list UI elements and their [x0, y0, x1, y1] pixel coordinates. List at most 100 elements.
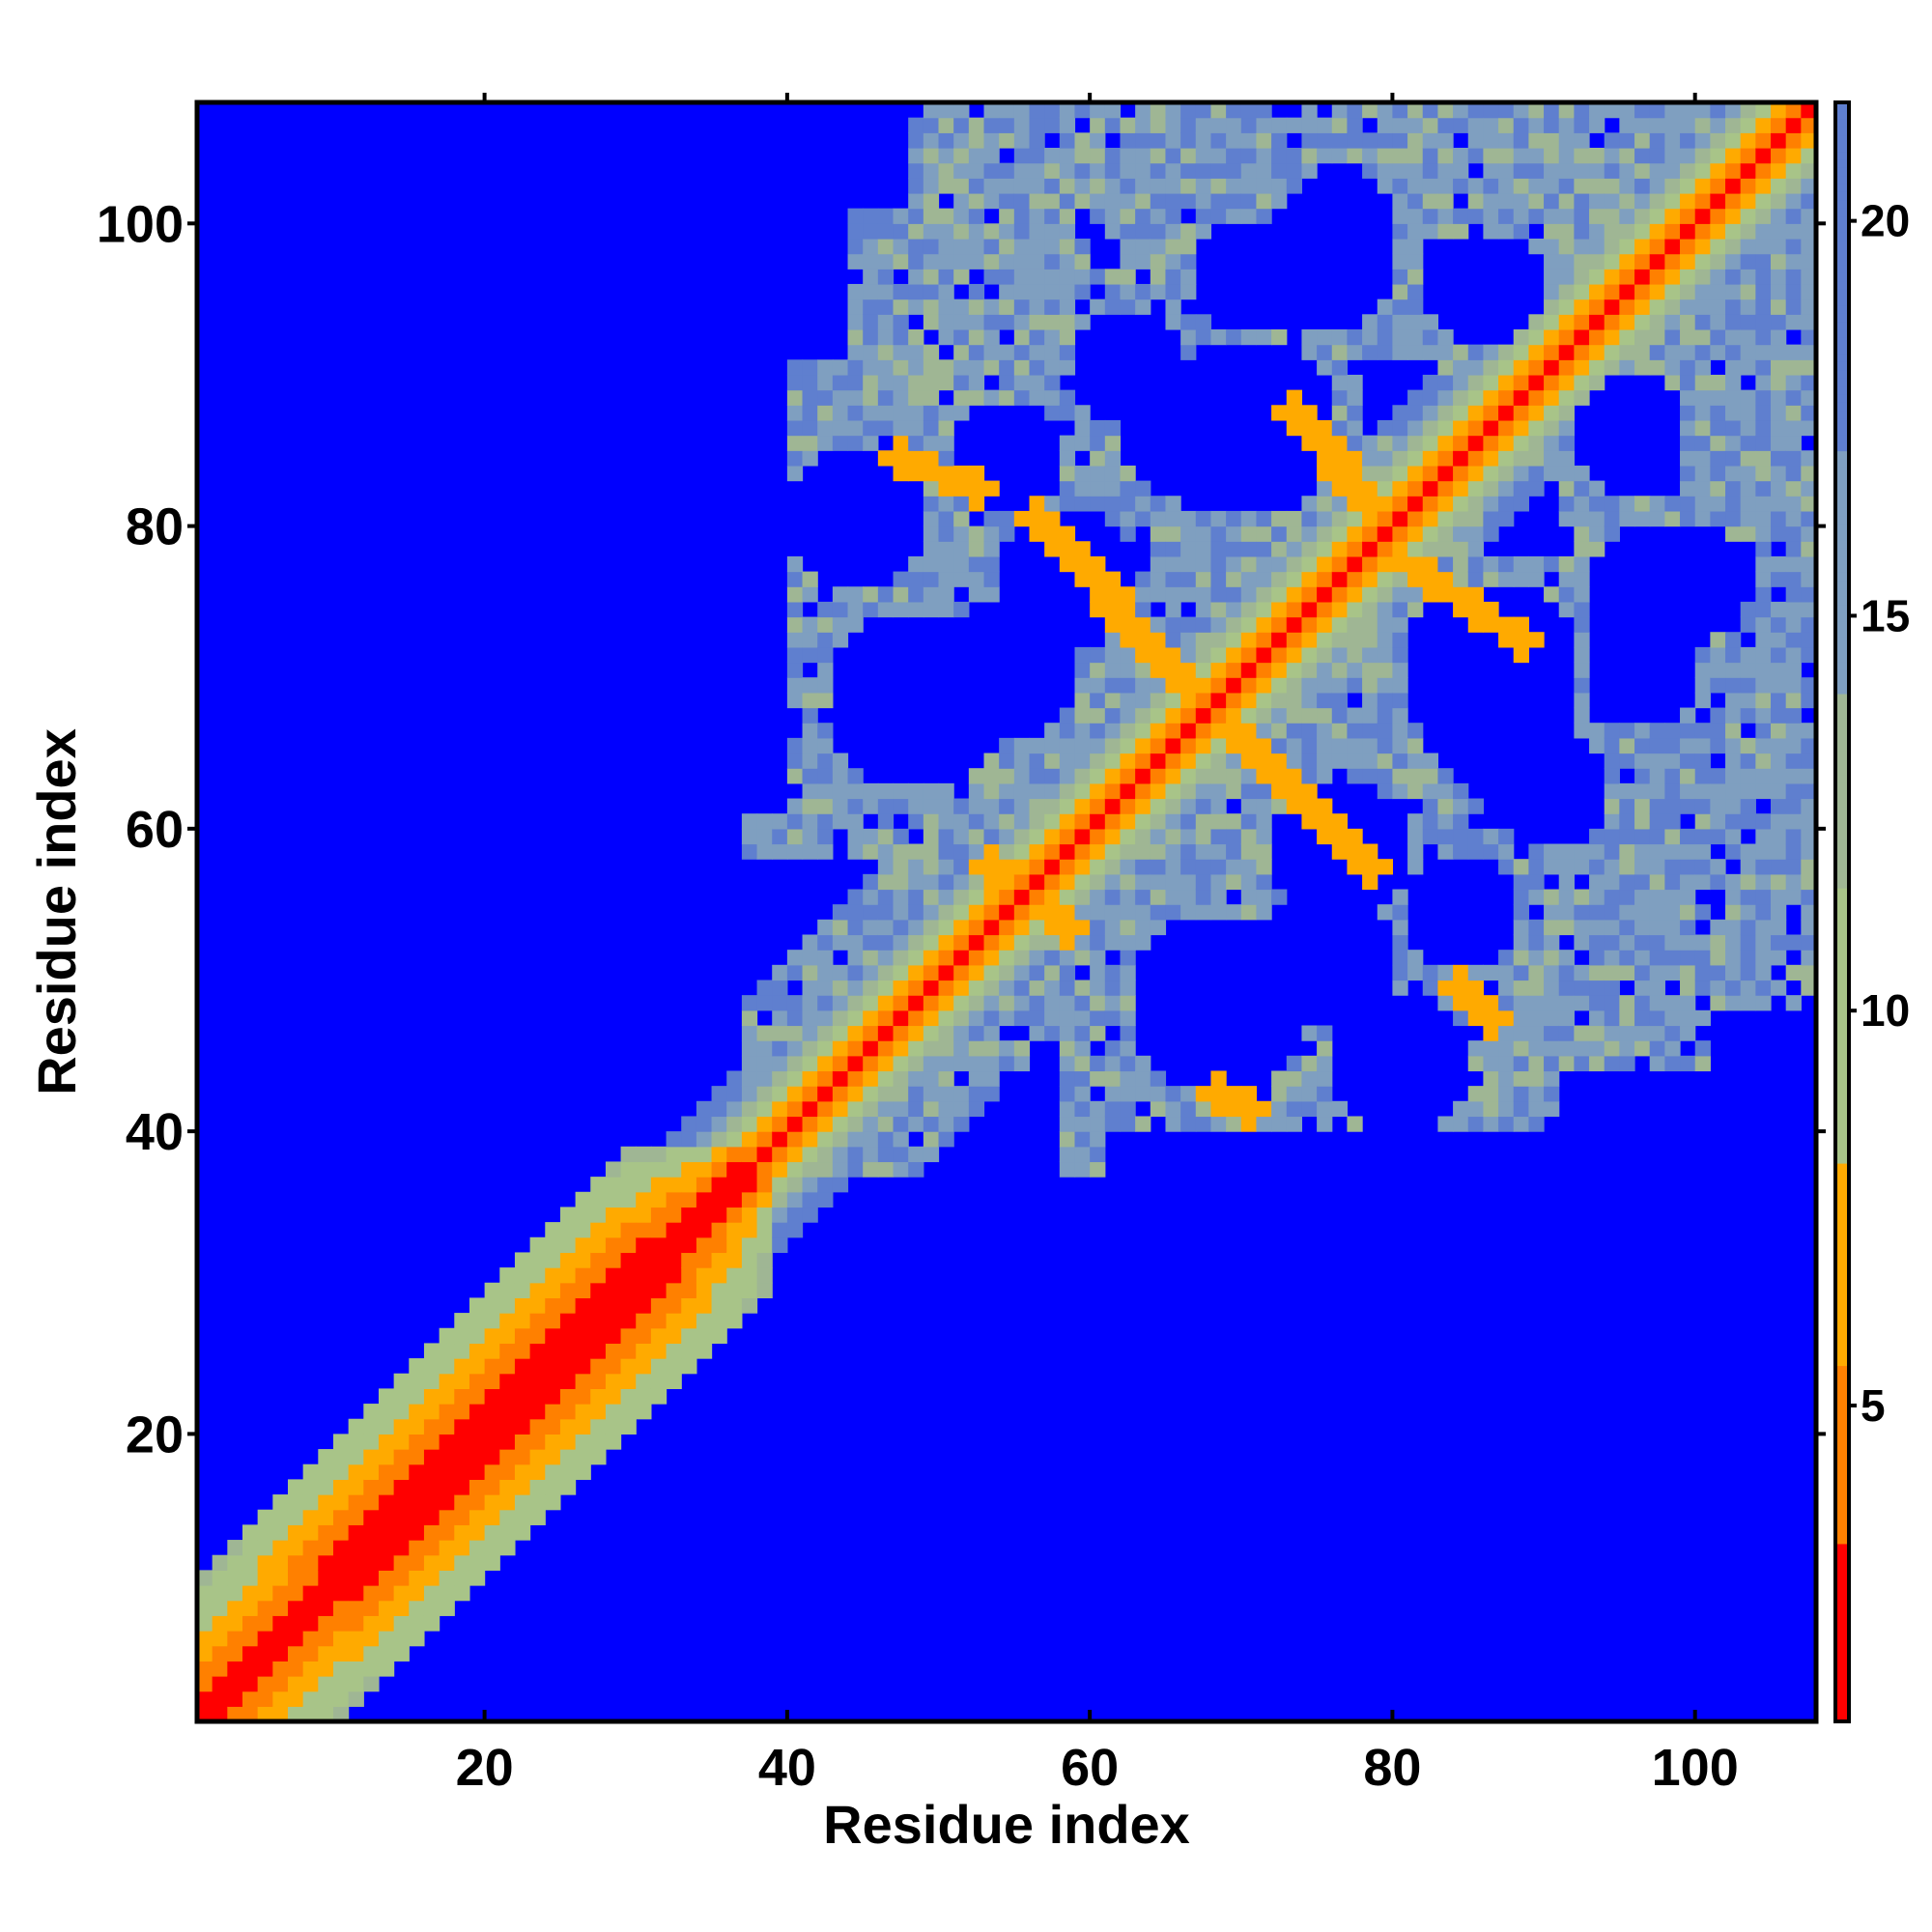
heatmap-cell: [1574, 859, 1590, 875]
heatmap-cell: [817, 934, 834, 951]
heatmap-cell: [1498, 1116, 1515, 1132]
heatmap-cell: [439, 1524, 455, 1541]
heatmap-cell: [1226, 1086, 1242, 1102]
heatmap-cell: [242, 1676, 259, 1692]
heatmap-cell: [484, 1313, 500, 1329]
heatmap-cell: [1226, 1116, 1242, 1132]
heatmap-cell: [1059, 964, 1076, 981]
heatmap-cell: [1044, 950, 1061, 966]
heatmap-cell: [1801, 586, 1817, 603]
heatmap-cell: [1120, 753, 1136, 769]
heatmap-cell: [545, 1479, 561, 1495]
heatmap-cell: [559, 1252, 577, 1268]
heatmap-cell: [499, 1388, 516, 1405]
heatmap-cell: [1013, 178, 1031, 194]
heatmap-cell: [590, 1267, 607, 1284]
heatmap-cell: [1377, 904, 1394, 921]
heatmap-cell: [999, 843, 1015, 860]
heatmap-cell: [1195, 859, 1212, 875]
heatmap-cell: [242, 1585, 259, 1602]
heatmap-cell: [1392, 208, 1408, 224]
heatmap-cell: [1634, 298, 1651, 315]
heatmap-cell: [575, 1191, 591, 1208]
heatmap-cell: [1740, 162, 1756, 179]
heatmap-cell: [817, 919, 834, 936]
heatmap-cell: [953, 117, 970, 133]
heatmap-cell: [1801, 223, 1817, 240]
heatmap-cell: [877, 1116, 895, 1132]
heatmap-cell: [559, 1327, 577, 1345]
heatmap-cell: [1740, 646, 1756, 664]
heatmap-cell: [1801, 980, 1817, 996]
heatmap-cell: [318, 1645, 334, 1662]
heatmap-cell: [877, 1086, 895, 1102]
heatmap-cell: [1558, 480, 1575, 497]
heatmap-cell: [257, 1661, 273, 1677]
heatmap-cell: [514, 1434, 531, 1450]
heatmap-cell: [1483, 843, 1499, 860]
heatmap-cell: [197, 1676, 213, 1692]
heatmap-cell: [1013, 950, 1031, 966]
heatmap-cell: [1528, 1055, 1545, 1072]
heatmap-cell: [1558, 132, 1575, 149]
heatmap-cell: [1634, 359, 1651, 376]
heatmap-cell: [953, 344, 970, 360]
heatmap-cell: [908, 601, 924, 618]
heatmap-cell: [1467, 616, 1484, 633]
heatmap-cell: [1029, 298, 1045, 315]
heatmap-cell: [1286, 768, 1303, 784]
heatmap-cell: [1710, 253, 1726, 270]
heatmap-cell: [1771, 904, 1787, 921]
heatmap-cell: [863, 283, 879, 300]
heatmap-cell: [1195, 526, 1212, 542]
heatmap-cell: [1256, 1116, 1272, 1132]
heatmap-cell: [1150, 510, 1167, 527]
heatmap-cell: [1256, 616, 1272, 633]
heatmap-cell: [1362, 435, 1378, 451]
heatmap-cell: [893, 253, 909, 270]
heatmap-cell: [212, 1600, 228, 1616]
heatmap-cell: [756, 995, 773, 1011]
heatmap-cell: [1256, 859, 1272, 875]
heatmap-cell: [786, 677, 804, 694]
heatmap-cell: [1165, 496, 1181, 512]
heatmap-cell: [1090, 798, 1106, 814]
colorbar-segment: [1835, 1430, 1849, 1439]
heatmap-cell: [1467, 1100, 1484, 1118]
heatmap-cell: [1256, 904, 1272, 921]
heatmap-cell: [1150, 192, 1167, 210]
heatmap-cell: [1483, 374, 1499, 391]
heatmap-cell: [393, 1479, 410, 1495]
heatmap-cell: [454, 1554, 470, 1571]
heatmap-cell: [1256, 692, 1272, 709]
heatmap-cell: [318, 1661, 334, 1677]
heatmap-cell: [1044, 510, 1061, 527]
heatmap-cell: [1120, 707, 1136, 724]
heatmap-cell: [1180, 238, 1197, 255]
heatmap-cell: [772, 1207, 788, 1223]
heatmap-cell: [726, 1177, 743, 1193]
heatmap-cell: [650, 1177, 668, 1193]
heatmap-cell: [1362, 859, 1378, 875]
heatmap-cell: [1104, 147, 1122, 164]
heatmap-cell: [409, 1494, 425, 1511]
heatmap-cell: [847, 389, 864, 406]
heatmap-cell: [953, 995, 970, 1011]
heatmap-cell: [575, 1313, 591, 1329]
heatmap-cell: [1437, 208, 1454, 224]
heatmap-cell: [439, 1449, 455, 1465]
heatmap-cell: [953, 147, 970, 164]
heatmap-cell: [1437, 571, 1454, 587]
heatmap-cell: [1574, 571, 1590, 587]
heatmap-cell: [1317, 646, 1333, 664]
heatmap-cell: [1029, 934, 1045, 951]
heatmap-cell: [1771, 419, 1787, 437]
heatmap-cell: [1634, 162, 1651, 179]
heatmap-cell: [1498, 223, 1515, 240]
heatmap-cell: [1165, 238, 1181, 255]
heatmap-cell: [1013, 162, 1031, 179]
heatmap-cell: [1150, 813, 1167, 830]
colorbar-segment: [1835, 1397, 1849, 1406]
heatmap-cell: [1104, 782, 1122, 800]
heatmap-cell: [1801, 496, 1817, 512]
